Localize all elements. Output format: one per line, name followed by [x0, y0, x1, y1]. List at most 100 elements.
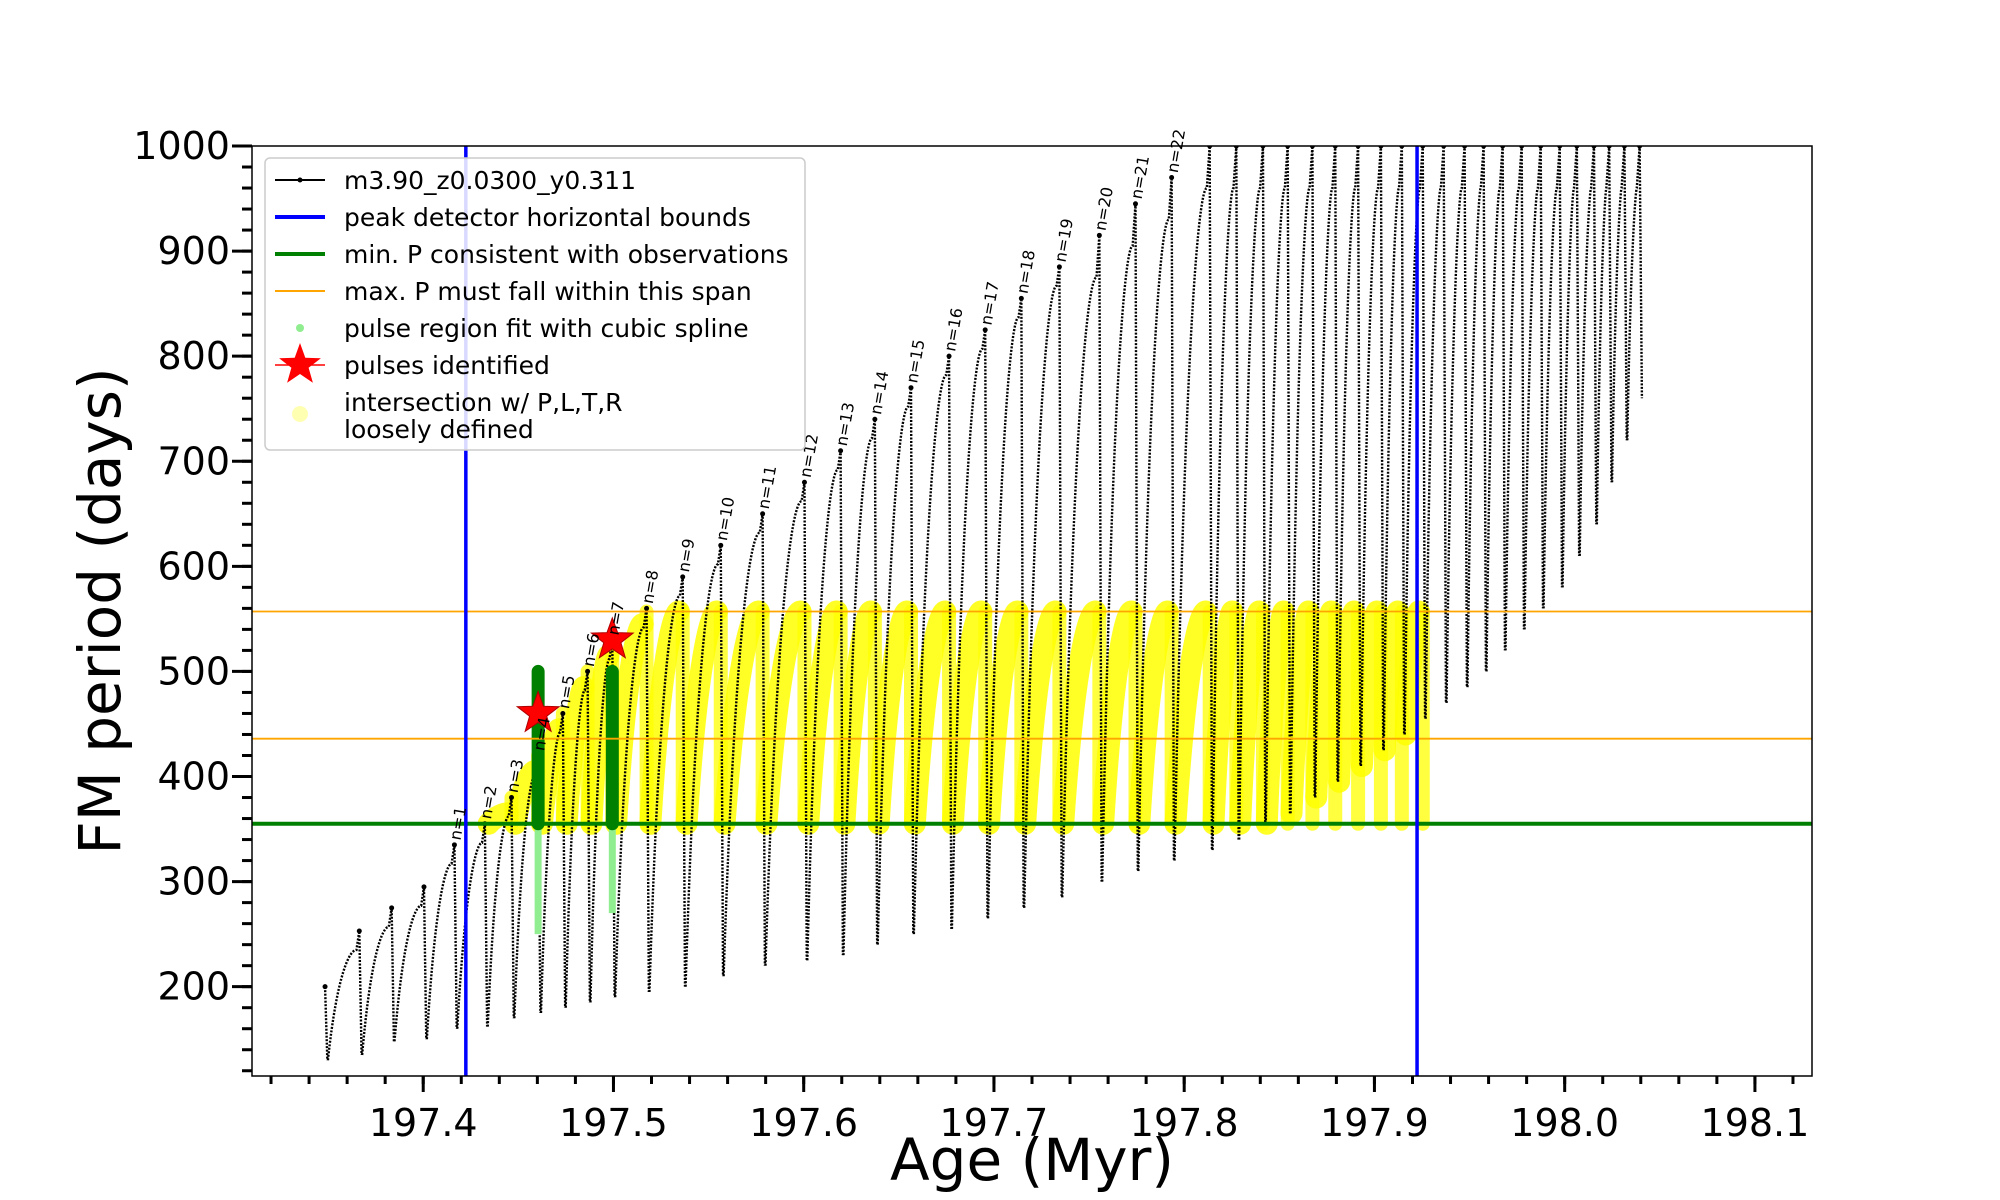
legend-handle-marker [297, 177, 303, 183]
model-track-pulse [1595, 146, 1613, 525]
model-track-pulse [1101, 203, 1139, 882]
pulse-peak-marker [760, 511, 766, 517]
pulse-peak-marker [718, 542, 724, 548]
model-track-pulse [1382, 146, 1406, 751]
pulse-peak-marker [389, 905, 395, 911]
y-tick-label: 300 [157, 860, 230, 904]
yellow-interpulse-band [833, 600, 883, 835]
legend-label: intersection w/ P,L,T,R [344, 388, 623, 417]
x-tick-label: 197.7 [940, 1101, 1049, 1145]
yellow-interpulse-band [639, 600, 690, 835]
model-track-pulse [539, 713, 567, 1013]
model-track-pulse [1466, 146, 1488, 688]
model-track-pulse [722, 513, 767, 977]
pulse-peak-marker [1096, 232, 1102, 238]
yellow-interpulse-band [555, 676, 595, 835]
model-track-pulse [806, 450, 845, 961]
x-tick-label: 198.0 [1510, 1101, 1619, 1145]
y-tick-label: 800 [157, 334, 230, 378]
y-tick-label: 500 [157, 649, 230, 693]
legend-label: pulse region fit with cubic spline [344, 314, 749, 343]
legend-label: pulses identified [344, 351, 550, 380]
x-tick-label: 197.6 [749, 1101, 858, 1145]
model-track-pulse [456, 823, 489, 1029]
model-track-pulse [326, 930, 363, 1061]
yellow-interpulse-band [1328, 600, 1366, 793]
pulse-peak-marker [356, 928, 362, 934]
y-tick-label: 1000 [133, 124, 230, 168]
axes: 197.4 197.5 197.6 197.7 197.8 197.9 198.0 198.1… [133, 124, 1809, 1145]
model-track-pulse [1289, 146, 1316, 814]
model-track-pulse [589, 639, 616, 1003]
model-track-pulse [486, 797, 515, 1027]
x-tick-label: 198.1 [1701, 1101, 1810, 1145]
yellow-interpulse-band [755, 600, 812, 835]
model-track-pulse [912, 355, 953, 935]
pulse-peak-marker [421, 884, 427, 890]
model-track-pulse [764, 482, 808, 966]
pulse-peak-marker [872, 416, 878, 422]
legend-label: m3.90_z0.0300_y0.311 [344, 166, 636, 195]
model-track-pulse [684, 545, 725, 987]
legend-handle-dot [292, 406, 308, 422]
pulse-peak-marker [1169, 175, 1175, 181]
pulse-peak-marker [322, 984, 328, 990]
yellow-interpulse-band [675, 600, 728, 835]
model-track-pulse [1485, 146, 1507, 672]
yellow-interpulse-band [1305, 600, 1343, 809]
legend-frame [264, 157, 806, 451]
x-tick-label: 197.8 [1130, 1101, 1239, 1145]
yellow-interpulse-band [1128, 600, 1179, 835]
yellow-interpulse-band [867, 600, 919, 835]
pulse-peak-marker [801, 479, 807, 485]
model-track-pulse [1314, 146, 1339, 798]
model-track-pulse [1626, 146, 1644, 441]
model-track-pulse [425, 844, 458, 1040]
model-track-pulse [1578, 146, 1598, 556]
x-tick-label: 197.5 [559, 1101, 668, 1145]
model-track-pulse [1610, 146, 1628, 483]
model-track-pulse [1137, 177, 1176, 872]
y-tick-label: 700 [157, 439, 230, 483]
pulse-peak-marker [508, 795, 514, 801]
yellow-interpulse-band [713, 600, 770, 835]
yellow-interpulse-band [1202, 600, 1244, 835]
model-track-pulse [876, 387, 915, 945]
model-track-pulse [393, 886, 428, 1042]
yellow-interpulse-band [1229, 600, 1271, 835]
y-tick-label: 600 [157, 544, 230, 588]
yellow-interpulse-band [1052, 600, 1107, 835]
yellow-interpulse-band [797, 600, 848, 835]
x-axis-title: Age (Myr) [890, 1126, 1174, 1194]
legend-label: min. P consistent with observations [344, 240, 789, 269]
legend-label: loosely defined [344, 415, 534, 444]
yellow-interpulse-band [1014, 600, 1067, 835]
model-track-pulse [360, 907, 396, 1056]
pulse-peak-marker [644, 605, 650, 611]
yellow-interpulse-band [1255, 600, 1295, 835]
model-track-pulse [648, 576, 687, 992]
model-track-pulse [1445, 146, 1469, 703]
pulse-peak-marker [560, 710, 566, 716]
yellow-interpulse-band [1350, 600, 1389, 777]
yellow-interpulse-band [903, 600, 957, 835]
pulse-peak-marker [585, 668, 591, 674]
y-tick-label: 900 [157, 229, 230, 273]
model-track-pulse [1424, 146, 1448, 719]
pulse-peak-marker [1132, 201, 1138, 207]
legend-handle-star [279, 343, 321, 383]
model-track-pulse [1023, 266, 1063, 908]
yellow-interpulse-band [580, 644, 620, 835]
yellow-interpulse-band [605, 613, 654, 835]
pulse-identified-star [515, 690, 561, 733]
y-axis-title: FM period (days) [66, 367, 134, 854]
legend-label: peak detector horizontal bounds [344, 203, 751, 232]
model-track-pulse [1237, 146, 1267, 840]
model-track-pulse [1403, 146, 1427, 735]
model-track-pulse [1336, 146, 1362, 782]
pulse-peak-marker [838, 448, 844, 454]
yellow-interpulse-band [1373, 600, 1410, 762]
pulse-peak-marker [680, 574, 686, 580]
